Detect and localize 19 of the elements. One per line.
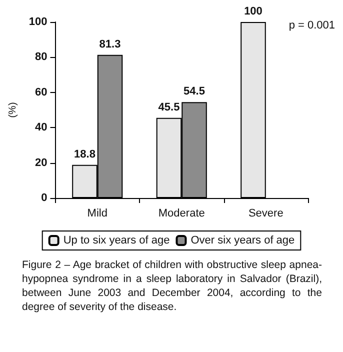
annotation: p = 0.001 [288, 20, 336, 32]
data-label: 54.5 [184, 86, 205, 98]
x-tick-label: Severe [248, 208, 284, 220]
y-tick-label: 60 [35, 86, 48, 98]
y-tick-label: 20 [35, 156, 48, 169]
caption: Figure 2 – Age bracket of children with obstructive sleep apnea-hypopnea syndrome in a sleep laboratory in Salvador (Brazil), between June 2003 and December 2004, according to the degree of severity of the disease. [22, 258, 322, 314]
data-label: 81.3 [99, 38, 121, 50]
x-tick-label: Moderate [158, 208, 205, 220]
legend-label: Over six years of age [190, 234, 295, 246]
y-tick-label: 0 [41, 192, 48, 204]
x-tick-label: Mild [87, 208, 108, 220]
y-tick-label: 80 [35, 51, 48, 64]
y-axis-title: (%) [8, 102, 18, 118]
data-label: 45.5 [158, 101, 180, 114]
legend-label: Up to six years of age [63, 234, 170, 246]
data-label: 18.8 [74, 148, 96, 160]
data-label: 100 [244, 6, 262, 18]
y-tick-label: 40 [35, 122, 48, 134]
y-tick-label: 100 [28, 16, 48, 28]
